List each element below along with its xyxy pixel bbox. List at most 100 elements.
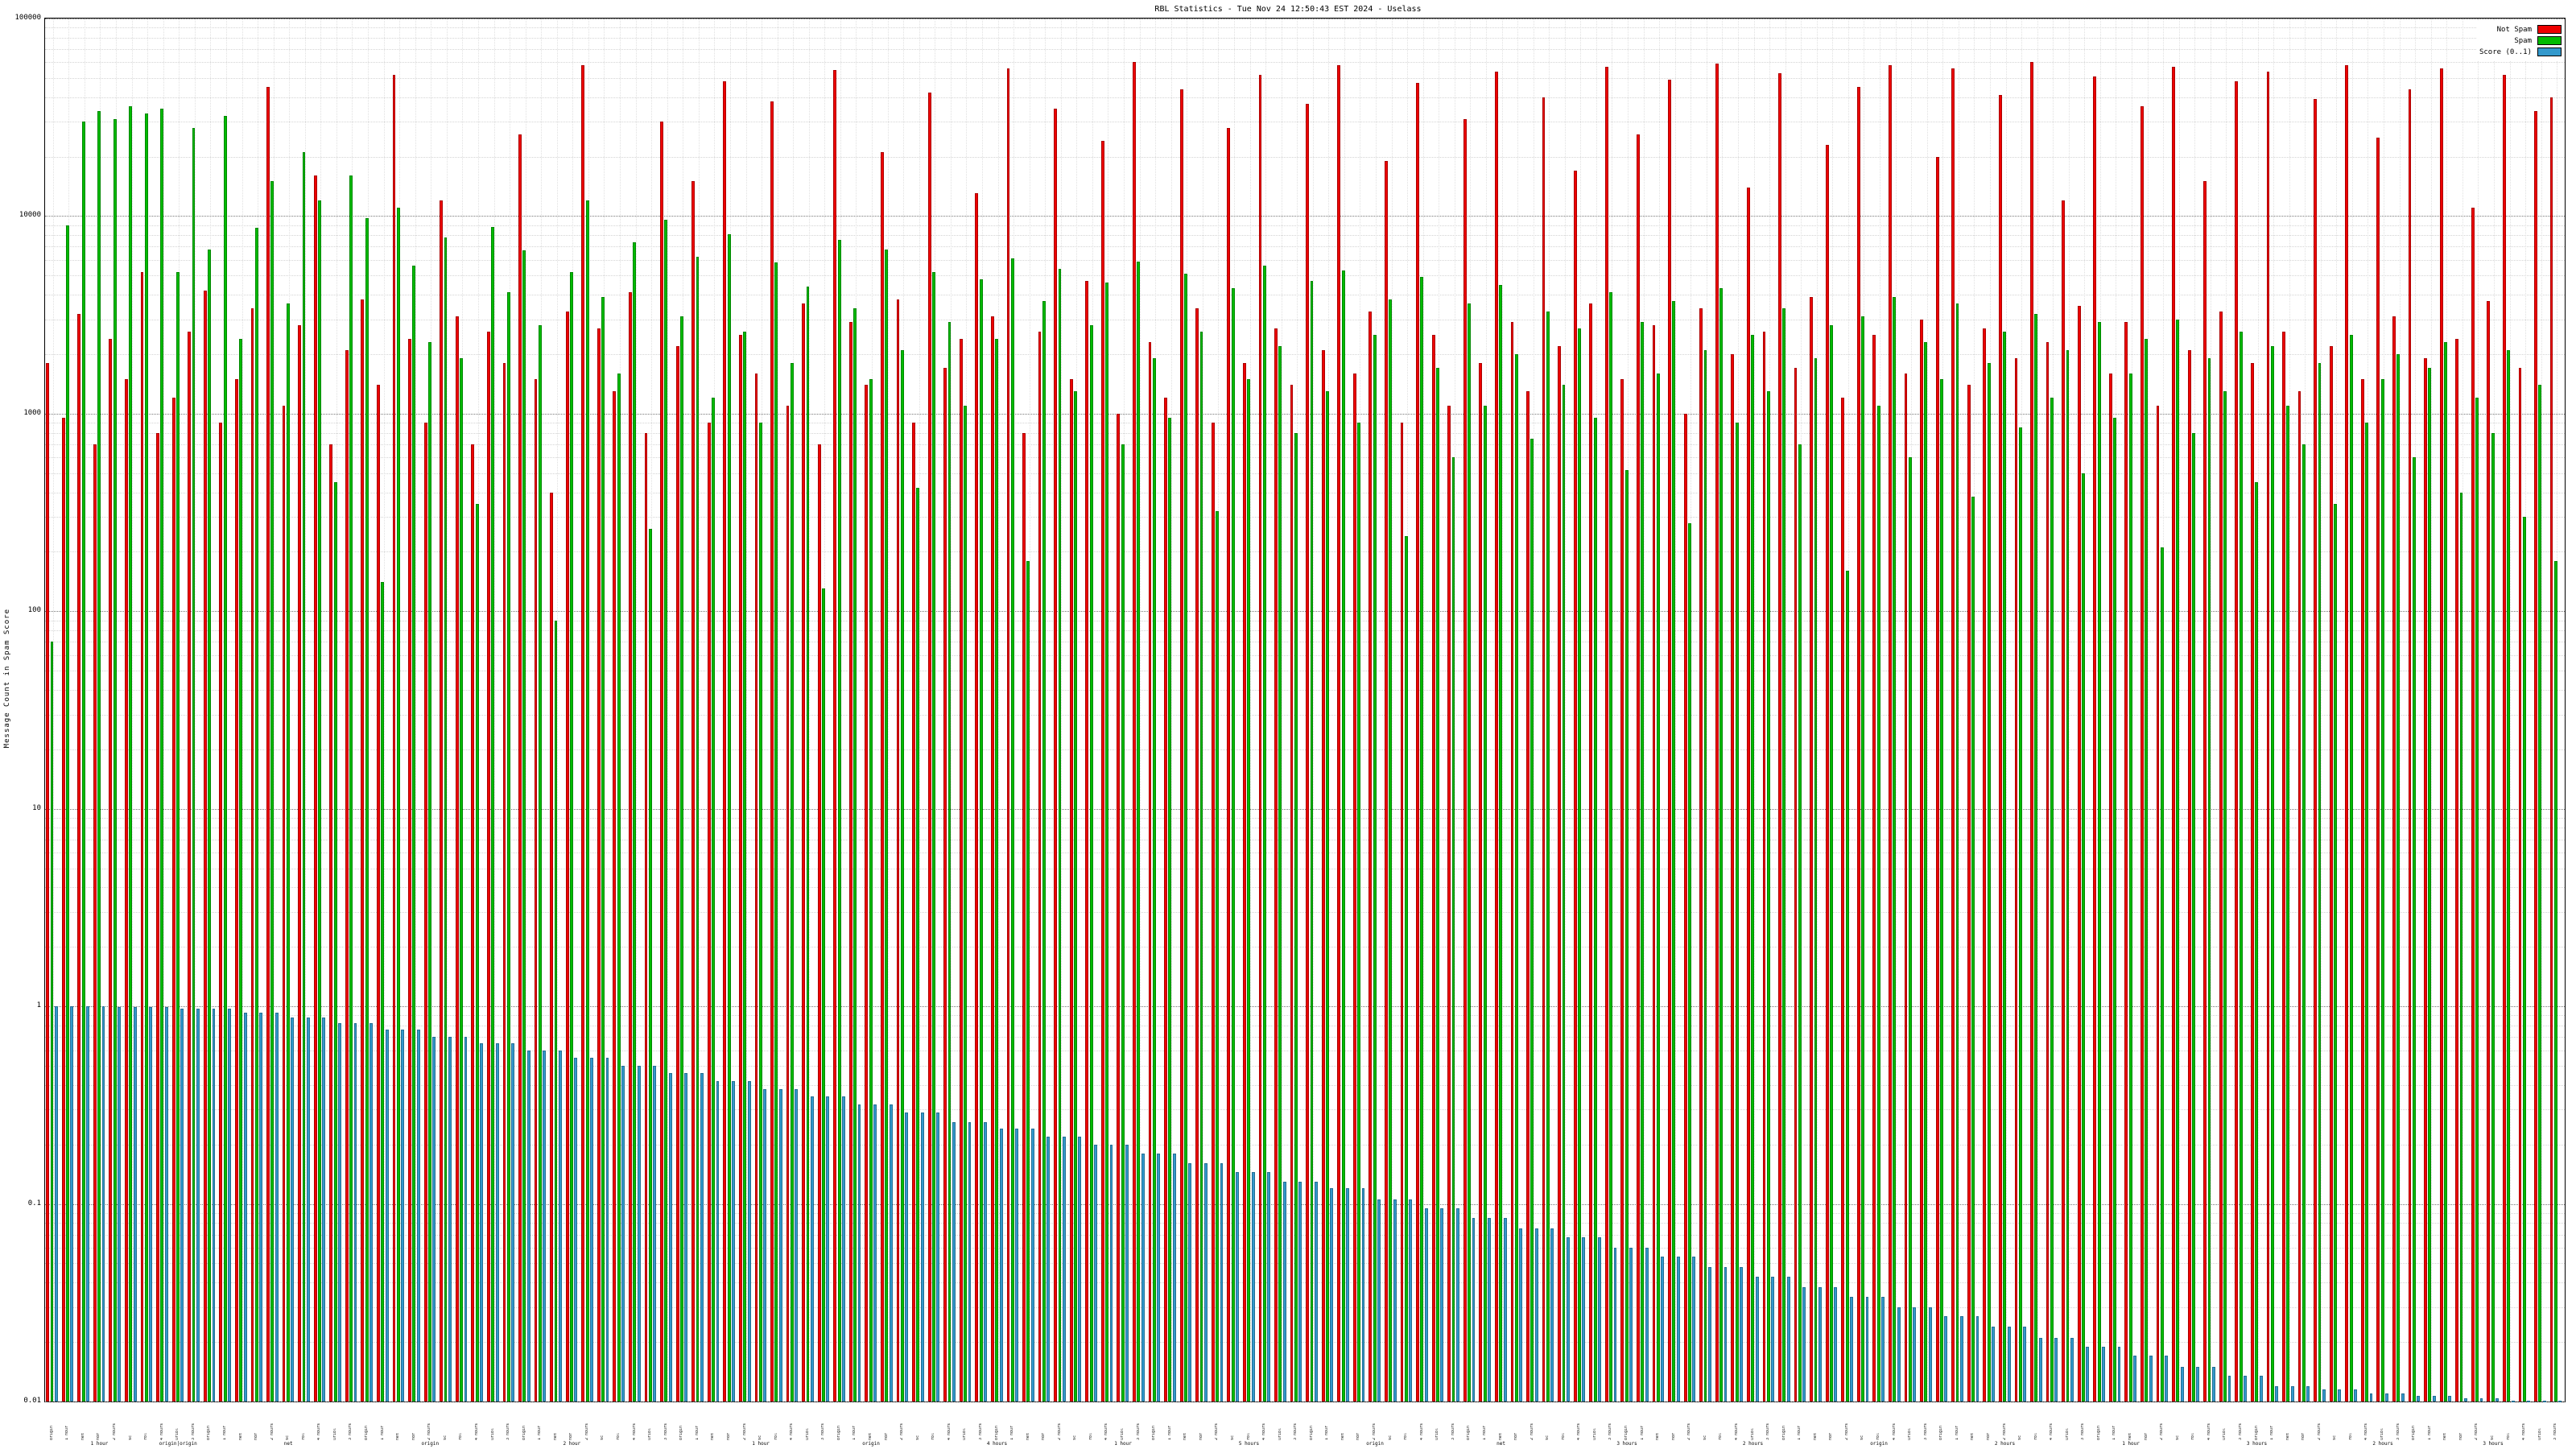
x-tick-label: 3 hours <box>506 1422 511 1440</box>
bar-not-spam <box>2172 66 2175 1402</box>
y-tick-label: 1 <box>36 1001 41 1010</box>
x-tick-label: uribl <box>332 1427 337 1440</box>
y-tick-label: 10 <box>32 803 41 812</box>
bar-spam <box>1688 522 1691 1402</box>
x-tick-label: 2 hours <box>113 1422 118 1440</box>
chart-title: RBL Statistics - Tue Nov 24 12:50:43 EST… <box>1154 5 1422 14</box>
bar-spam <box>2160 547 2164 1402</box>
x-tick-label: 3 hours <box>2081 1422 2086 1440</box>
bar-not-spam <box>833 69 837 1402</box>
x-tick-label: 3 hours <box>978 1422 983 1440</box>
bar-score-0-1- <box>1897 1307 1901 1402</box>
bar-score-0-1- <box>1881 1296 1885 1402</box>
bar-not-spam <box>1573 170 1577 1402</box>
bar-not-spam <box>234 378 238 1402</box>
bar-not-spam <box>1983 328 1987 1402</box>
bar-spam <box>1262 266 1266 1402</box>
bar-not-spam <box>1510 322 1514 1402</box>
bar-not-spam <box>1951 68 1955 1402</box>
bar-spam <box>2003 332 2007 1402</box>
x-tick-label: net <box>711 1432 716 1440</box>
bar-spam <box>2396 353 2401 1402</box>
bar-not-spam <box>629 292 632 1402</box>
bar-spam <box>727 233 731 1402</box>
x-tick-label: sc <box>1073 1435 1078 1440</box>
x-secondary-label: 5 hours <box>1238 1441 1260 1447</box>
x-tick-label: hdr <box>1514 1432 1519 1440</box>
bar-not-spam <box>754 373 758 1402</box>
x-tick-label: 1 hour <box>1010 1425 1015 1440</box>
x-tick-label: 4 hours <box>159 1422 164 1440</box>
x-secondary-label: 2 hours <box>2372 1441 2393 1447</box>
bar-score-0-1- <box>243 1012 247 1402</box>
bar-spam <box>1672 301 1676 1402</box>
x-tick-label: 2 hours <box>1373 1422 1377 1440</box>
bar-not-spam <box>865 384 869 1402</box>
x-tick-label: hdr <box>1356 1432 1361 1440</box>
bar-spam <box>2207 358 2211 1402</box>
bar-score-0-1- <box>1629 1248 1633 1402</box>
bar-spam <box>1216 511 1220 1402</box>
x-tick-label: net <box>1971 1432 1975 1440</box>
x-tick-label: rbl <box>301 1432 306 1440</box>
x-tick-label: 4 hours <box>1892 1422 1897 1440</box>
bar-score-0-1- <box>1519 1228 1523 1402</box>
x-tick-label: sc <box>128 1435 133 1440</box>
bar-not-spam <box>1352 373 1356 1402</box>
x-tick-label: 3 hours <box>1136 1422 1141 1440</box>
bar-spam <box>1656 373 1660 1402</box>
bar-score-0-1- <box>1645 1248 1649 1402</box>
bar-not-spam <box>2014 358 2018 1402</box>
bar-score-0-1- <box>2070 1337 2074 1402</box>
bar-spam <box>853 308 857 1402</box>
bar-spam <box>790 363 794 1402</box>
bar-score-0-1- <box>338 1023 341 1402</box>
bar-spam <box>1719 288 1724 1402</box>
x-tick-label: rbl <box>2191 1432 2196 1440</box>
bar-not-spam <box>2030 62 2033 1402</box>
bar-score-0-1- <box>291 1017 295 1402</box>
bar-spam <box>885 249 889 1402</box>
x-tick-label: 1 hour <box>538 1425 543 1440</box>
x-tick-label: 2 hours <box>2002 1422 2007 1440</box>
bar-spam <box>1562 384 1566 1402</box>
bar-not-spam <box>2108 373 2112 1402</box>
y-gridline <box>45 808 2565 810</box>
bar-score-0-1- <box>526 1050 530 1402</box>
bar-score-0-1- <box>1062 1136 1066 1402</box>
x-tick-label: net <box>238 1432 243 1440</box>
bar-not-spam <box>1416 83 1419 1402</box>
bar-spam <box>2255 481 2259 1402</box>
bar-not-spam <box>1463 118 1467 1402</box>
bar-spam <box>633 242 637 1402</box>
bar-spam <box>2412 457 2416 1402</box>
bar-score-0-1- <box>1236 1171 1239 1402</box>
bar-spam <box>979 279 983 1402</box>
bar-not-spam <box>1117 413 1121 1402</box>
x-tick-label: 2 hours <box>1530 1422 1534 1440</box>
bar-not-spam <box>1100 141 1104 1402</box>
bar-not-spam <box>1715 64 1719 1402</box>
bar-not-spam <box>660 122 663 1402</box>
x-tick-label: rbl <box>1246 1432 1251 1440</box>
bar-spam <box>712 398 716 1402</box>
bar-score-0-1- <box>275 1012 279 1402</box>
bar-not-spam <box>2455 338 2459 1402</box>
y-gridline <box>45 156 2565 158</box>
bar-score-0-1- <box>1740 1266 1743 1402</box>
bar-spam <box>585 200 589 1402</box>
x-tick-label: 1 hour <box>65 1425 70 1440</box>
bar-not-spam <box>1825 144 1829 1402</box>
y-gridline <box>45 457 2565 459</box>
bar-score-0-1- <box>1314 1181 1318 1402</box>
bar-spam <box>1940 378 1943 1402</box>
bar-spam <box>822 588 825 1402</box>
x-tick-label: rbl <box>1719 1432 1724 1440</box>
bar-not-spam <box>188 332 192 1402</box>
bar-spam <box>1845 571 1849 1402</box>
bar-score-0-1- <box>1078 1136 1082 1402</box>
x-tick-label: sc <box>2175 1435 2180 1440</box>
bar-score-0-1- <box>495 1043 499 1402</box>
bar-spam <box>2459 492 2463 1402</box>
